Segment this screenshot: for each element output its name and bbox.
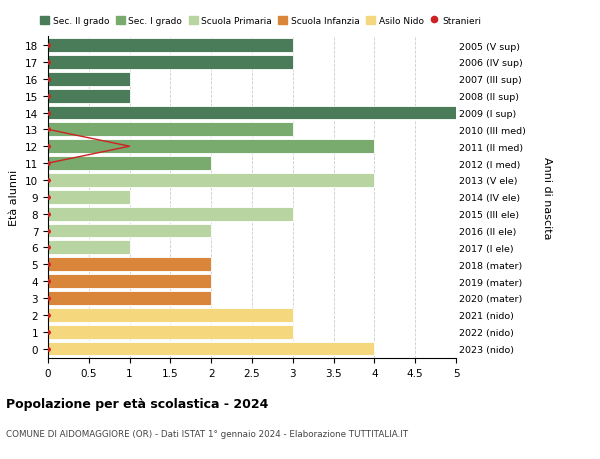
Bar: [48, 190, 130, 204]
Bar: [48, 224, 211, 238]
Bar: [48, 274, 211, 288]
Y-axis label: Età alunni: Età alunni: [10, 169, 19, 225]
Bar: [48, 207, 293, 221]
Bar: [48, 174, 374, 187]
Bar: [48, 342, 374, 356]
Y-axis label: Anni di nascita: Anni di nascita: [542, 156, 553, 239]
Bar: [48, 241, 130, 255]
Bar: [48, 39, 293, 53]
Bar: [48, 325, 293, 339]
Text: COMUNE DI AIDOMAGGIORE (OR) - Dati ISTAT 1° gennaio 2024 - Elaborazione TUTTITAL: COMUNE DI AIDOMAGGIORE (OR) - Dati ISTAT…: [6, 429, 408, 438]
Bar: [48, 258, 211, 272]
Bar: [48, 106, 456, 120]
Text: Popolazione per età scolastica - 2024: Popolazione per età scolastica - 2024: [6, 397, 268, 410]
Bar: [48, 291, 211, 305]
Bar: [48, 56, 293, 70]
Bar: [48, 73, 130, 86]
Bar: [48, 90, 130, 103]
Bar: [48, 123, 293, 137]
Legend: Sec. II grado, Sec. I grado, Scuola Primaria, Scuola Infanzia, Asilo Nido, Stran: Sec. II grado, Sec. I grado, Scuola Prim…: [40, 17, 482, 26]
Bar: [48, 157, 211, 171]
Bar: [48, 140, 374, 154]
Bar: [48, 308, 293, 322]
